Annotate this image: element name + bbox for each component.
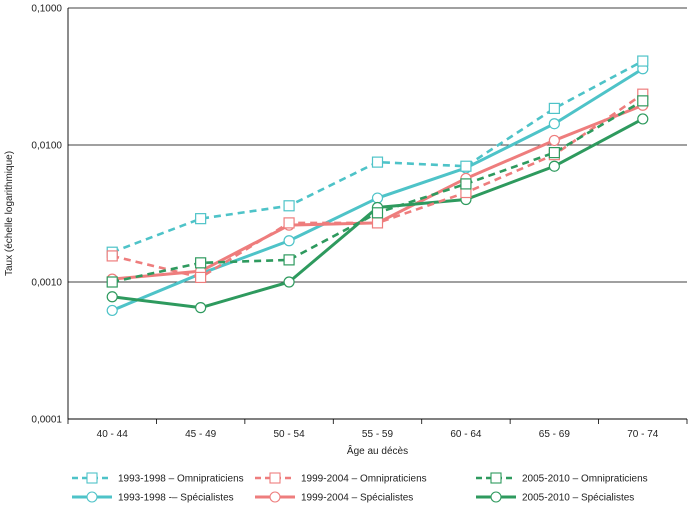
x-tick-label: 45 - 49	[185, 429, 217, 440]
series-4	[106, 63, 649, 317]
legend-label: 1993-1998 -– Spécialistes	[118, 493, 234, 504]
data-point	[460, 160, 472, 172]
legend-marker	[269, 491, 281, 503]
data-point	[106, 291, 118, 303]
legend-label: 2005-2010 – Spécialistes	[522, 493, 634, 504]
legend-label: 2005-2010 – Omnipraticiens	[522, 474, 648, 485]
data-point	[548, 147, 560, 159]
y-tick-label: 0,1000	[31, 4, 62, 15]
legend-item: 1999-2004 – Spécialistes	[255, 491, 413, 504]
data-point	[283, 235, 295, 247]
x-tick-label: 65 - 69	[539, 429, 571, 440]
data-point	[548, 134, 560, 147]
data-point	[637, 95, 649, 107]
legend-item: 1999-2004 – Omnipraticiens	[255, 472, 427, 485]
legend-label: 1999-2004 – Omnipraticiens	[301, 474, 427, 485]
data-point	[283, 254, 295, 266]
legend: 1993-1998 – Omnipraticiens 1999-2004 – Om…	[72, 472, 648, 504]
data-point	[637, 113, 649, 125]
y-axis-label: Taux (échelle logarithmique)	[4, 151, 15, 276]
legend-marker	[490, 472, 502, 484]
data-point	[195, 271, 207, 284]
x-tick-labels: 40 - 44 45 - 49 50 - 54 55 - 59 60 - 64 65 - …	[97, 429, 659, 440]
x-tick-label: 60 - 64	[450, 429, 482, 440]
data-point	[371, 156, 384, 168]
data-point	[195, 257, 207, 269]
data-point	[106, 250, 118, 262]
series-line	[111, 99, 644, 284]
legend-marker	[490, 491, 502, 503]
y-tick-label: 0,0010	[31, 278, 62, 289]
series-3	[106, 95, 649, 288]
y-tick-labels: 0,1000 0,0100 0,0010 0,0001	[31, 4, 62, 426]
series-layer	[106, 55, 649, 317]
legend-label: 1999-2004 – Spécialistes	[301, 493, 413, 504]
x-tick-label: 55 - 59	[362, 429, 394, 440]
data-point	[195, 302, 207, 314]
series-line	[111, 93, 644, 279]
x-axis-label: Âge au décès	[347, 444, 408, 457]
grid-lines	[68, 7, 687, 283]
data-point	[548, 102, 560, 114]
legend-label: 1993-1998 – Omnipraticiens	[118, 474, 244, 485]
data-point	[548, 118, 560, 130]
data-point	[548, 160, 560, 172]
data-point	[637, 55, 649, 67]
data-point	[106, 276, 118, 288]
legend-item: 1993-1998 -– Spécialistes	[72, 491, 234, 504]
legend-item: 1993-1998 – Omnipraticiens	[72, 472, 244, 485]
data-point	[195, 213, 207, 225]
series-2	[106, 88, 649, 284]
legend-marker	[86, 491, 98, 503]
x-tick-label: 40 - 44	[97, 429, 129, 440]
data-point	[371, 217, 384, 229]
x-tick-label: 70 - 74	[627, 429, 659, 440]
data-point	[283, 276, 295, 288]
x-tick-label: 50 - 54	[274, 429, 306, 440]
legend-item: 2005-2010 – Spécialistes	[476, 491, 634, 504]
legend-marker	[86, 472, 98, 484]
data-point	[283, 200, 295, 212]
series-line	[112, 103, 644, 281]
series-5	[106, 99, 649, 285]
data-point	[106, 304, 118, 317]
legend-item: 2005-2010 – Omnipraticiens	[476, 472, 648, 485]
y-tick-label: 0,0001	[31, 415, 62, 426]
y-tick-label: 0,0100	[31, 141, 62, 152]
data-point	[371, 207, 384, 219]
data-point	[371, 192, 384, 204]
legend-marker	[269, 472, 281, 484]
axes	[67, 8, 688, 424]
data-point	[283, 217, 295, 229]
data-point	[460, 178, 472, 190]
